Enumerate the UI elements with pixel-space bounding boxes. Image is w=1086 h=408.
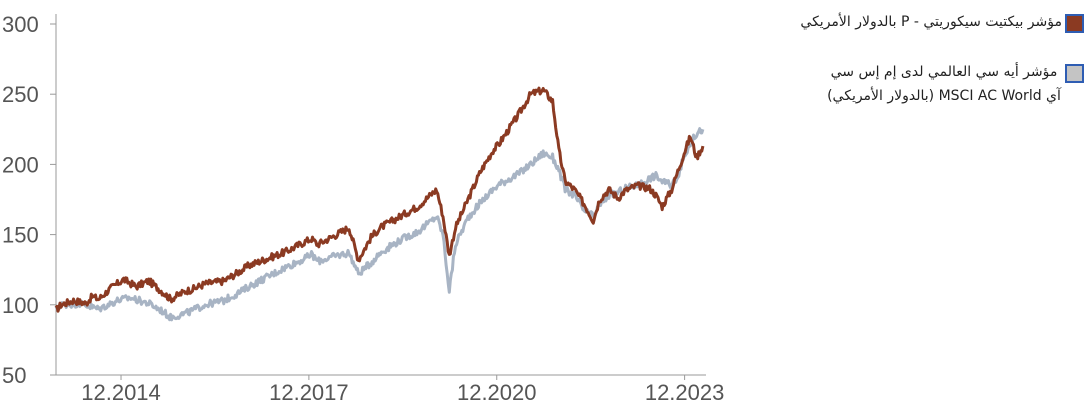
y-tick-label: 150 bbox=[2, 223, 39, 248]
x-axis: 12.2014 12.2017 12.2020 12.2023 bbox=[56, 374, 725, 405]
series-line-msci-acwi bbox=[54, 127, 705, 322]
y-tick-label: 100 bbox=[2, 293, 39, 318]
x-tick-label: 12.2020 bbox=[457, 380, 537, 405]
y-tick-label: 300 bbox=[2, 12, 39, 37]
y-tick-label: 50 bbox=[2, 363, 26, 388]
x-tick-label: 12.2014 bbox=[81, 380, 161, 405]
legend-item-pictet-security: مؤشر بيكتيت سيكوريتي - P بالدولار الأمري… bbox=[800, 10, 1084, 34]
series-line-pictet-security bbox=[54, 86, 705, 313]
y-tick-label: 200 bbox=[2, 152, 39, 177]
series-layer bbox=[54, 86, 705, 322]
legend-label-pictet-security: مؤشر بيكتيت سيكوريتي - P بالدولار الأمري… bbox=[800, 14, 1062, 30]
legend-label-msci-acwi: مؤشر أيه سي العالمي لدى إم إس سي آي MSCI… bbox=[827, 64, 1061, 104]
x-tick-label: 12.2023 bbox=[645, 380, 725, 405]
x-tick-label: 12.2017 bbox=[269, 380, 349, 405]
legend-item-msci-acwi: مؤشر أيه سي العالمي لدى إم إس سي آي MSCI… bbox=[826, 60, 1084, 108]
y-axis: 300 250 200 150 100 50 bbox=[2, 12, 57, 388]
legend-swatch-pictet-security bbox=[1065, 14, 1084, 33]
y-tick-label: 250 bbox=[2, 82, 39, 107]
legend-swatch-msci-acwi bbox=[1065, 64, 1084, 83]
